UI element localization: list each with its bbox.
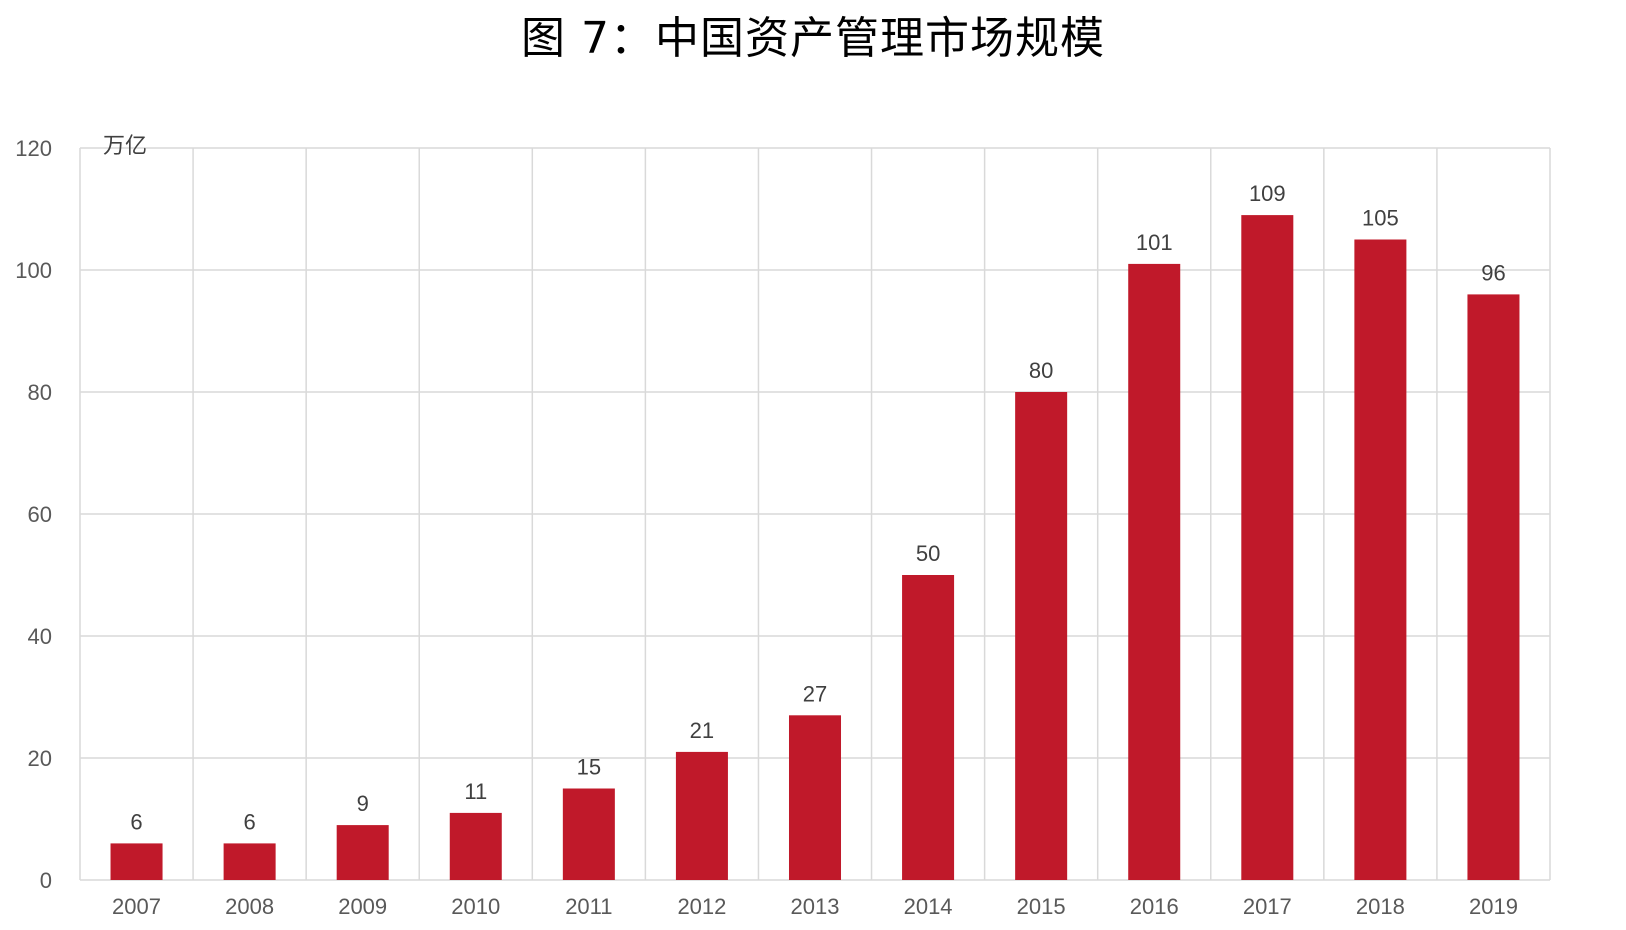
bar-2013: [788, 715, 842, 880]
y-tick-label: 100: [15, 258, 52, 283]
data-label-2008: 6: [243, 809, 255, 834]
data-label-2012: 21: [690, 718, 714, 743]
data-label-2019: 96: [1481, 260, 1505, 285]
bar-2007: [110, 843, 163, 880]
chart-title: 图 7：中国资产管理市场规模: [521, 13, 1105, 64]
data-label-2017: 109: [1249, 181, 1286, 206]
bar-2012: [675, 751, 728, 880]
bar-2019: [1467, 294, 1520, 880]
data-label-2007: 6: [130, 809, 142, 834]
data-label-2011: 15: [577, 755, 601, 780]
y-tick-label: 40: [28, 624, 52, 649]
x-tick-label-2018: 2018: [1356, 894, 1405, 919]
y-axis-ticks: 0 20 40 60 80 100 120: [15, 136, 52, 893]
bar-2018: [1354, 239, 1407, 880]
bar-2009: [336, 825, 389, 880]
data-label-2014: 50: [916, 541, 940, 566]
data-label-2018: 105: [1362, 206, 1399, 231]
data-labels-layer: 6 6 9 11 15 21 27 50 80 101 109 105 96: [130, 181, 1505, 834]
x-tick-label-2011: 2011: [565, 894, 612, 919]
x-tick-label-2010: 2010: [451, 894, 500, 919]
x-tick-label-2007: 2007: [112, 894, 161, 919]
x-tick-label-2019: 2019: [1469, 894, 1518, 919]
bar-2017: [1241, 215, 1294, 881]
x-tick-label-2017: 2017: [1243, 894, 1292, 919]
bars-layer: [110, 215, 1520, 881]
bar-2016: [1128, 263, 1181, 880]
x-axis-ticks: 2007 2008 2009 2010 2011 2012 2013 2014 2015 2016…: [112, 894, 1518, 919]
y-tick-label: 20: [28, 746, 52, 771]
bar-2008: [223, 843, 276, 880]
x-tick-label-2009: 2009: [338, 894, 387, 919]
y-tick-label: 0: [40, 868, 52, 893]
x-tick-label-2014: 2014: [904, 894, 953, 919]
x-tick-label-2012: 2012: [677, 894, 726, 919]
data-label-2010: 11: [464, 779, 487, 804]
data-label-2015: 80: [1029, 358, 1053, 383]
data-label-2016: 101: [1136, 230, 1173, 255]
y-axis-unit-label: 万亿: [103, 134, 147, 159]
x-tick-label-2013: 2013: [791, 894, 840, 919]
y-tick-label: 80: [28, 380, 52, 405]
bar-2010: [449, 812, 502, 880]
x-tick-label-2016: 2016: [1130, 894, 1179, 919]
y-tick-label: 120: [15, 136, 52, 161]
data-label-2009: 9: [357, 791, 369, 816]
bar-2015: [1015, 392, 1068, 880]
y-tick-label: 60: [28, 502, 52, 527]
bar-2011: [562, 788, 615, 880]
bar-2014: [902, 575, 955, 880]
x-tick-label-2008: 2008: [225, 894, 274, 919]
x-tick-label-2015: 2015: [1017, 894, 1066, 919]
data-label-2013: 27: [803, 681, 827, 706]
grid-layer: [79, 147, 1551, 881]
